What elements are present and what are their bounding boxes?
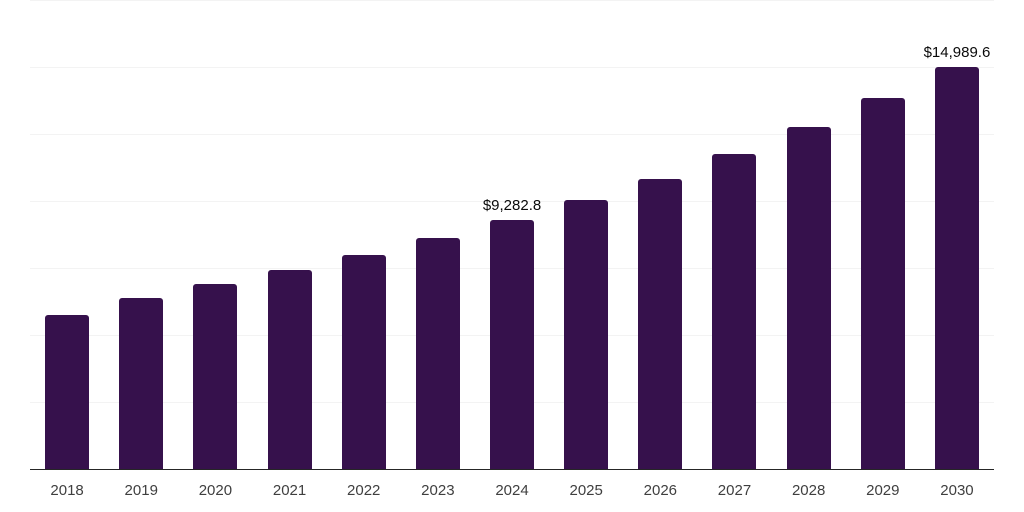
bar-2021[interactable] — [267, 270, 312, 469]
gridline-10000 — [30, 201, 994, 202]
bar-2029[interactable] — [860, 98, 905, 469]
bar-2019[interactable] — [119, 298, 164, 469]
bar-cell-2021 — [252, 0, 326, 469]
value-label-2024: $9,282.8 — [482, 197, 542, 215]
x-tick-2020: 2020 — [198, 482, 233, 499]
bar-cell-2023 — [401, 0, 475, 469]
x-tick-2023: 2023 — [421, 482, 455, 499]
bar-2023[interactable] — [415, 238, 460, 469]
bar-cell-2027 — [697, 0, 771, 469]
bar-2020[interactable] — [193, 284, 238, 469]
bar-2024[interactable] — [490, 220, 535, 469]
bars-container: $9,282.8 $14,989.6 — [30, 0, 994, 469]
plot-area: $9,282.8 $14,989.6 — [30, 0, 994, 470]
bar-2025[interactable] — [564, 200, 609, 469]
x-tick-2018: 2018 — [50, 482, 84, 499]
bar-2030[interactable] — [934, 67, 979, 469]
bar-2018[interactable] — [45, 315, 90, 469]
x-tick-2025: 2025 — [569, 482, 603, 499]
x-tick-2030: 2030 — [940, 482, 974, 499]
x-tick-2028: 2028 — [791, 482, 826, 499]
bar-cell-2024: $9,282.8 — [475, 0, 549, 469]
bar-2027[interactable] — [712, 154, 757, 469]
value-label-2030: $14,989.6 — [923, 44, 991, 62]
gridline-17500 — [30, 0, 994, 1]
bar-cell-2025 — [549, 0, 623, 469]
gridline-15000 — [30, 67, 994, 68]
x-axis-line — [30, 468, 994, 470]
x-tick-2027: 2027 — [717, 482, 752, 499]
bar-cell-2022 — [327, 0, 401, 469]
x-tick-2021: 2021 — [272, 482, 307, 499]
x-tick-2024: 2024 — [495, 482, 529, 499]
bar-cell-2028 — [772, 0, 846, 469]
bar-cell-2029 — [846, 0, 920, 469]
bar-2026[interactable] — [638, 179, 683, 469]
x-tick-2019: 2019 — [124, 482, 158, 499]
bar-2022[interactable] — [341, 255, 386, 469]
gridline-12500 — [30, 134, 994, 135]
x-tick-2029: 2029 — [866, 482, 900, 499]
x-tick-2022: 2022 — [347, 482, 381, 499]
bar-cell-2020 — [178, 0, 252, 469]
x-axis-labels: 2018 2019 2020 2021 2022 2023 2024 2025 2026 2027… — [30, 482, 994, 500]
bar-2028[interactable] — [786, 127, 831, 469]
bar-cell-2030: $14,989.6 — [920, 0, 994, 469]
bar-cell-2018 — [30, 0, 104, 469]
bar-cell-2019 — [104, 0, 178, 469]
x-tick-2026: 2026 — [643, 482, 678, 499]
bar-cell-2026 — [623, 0, 697, 469]
